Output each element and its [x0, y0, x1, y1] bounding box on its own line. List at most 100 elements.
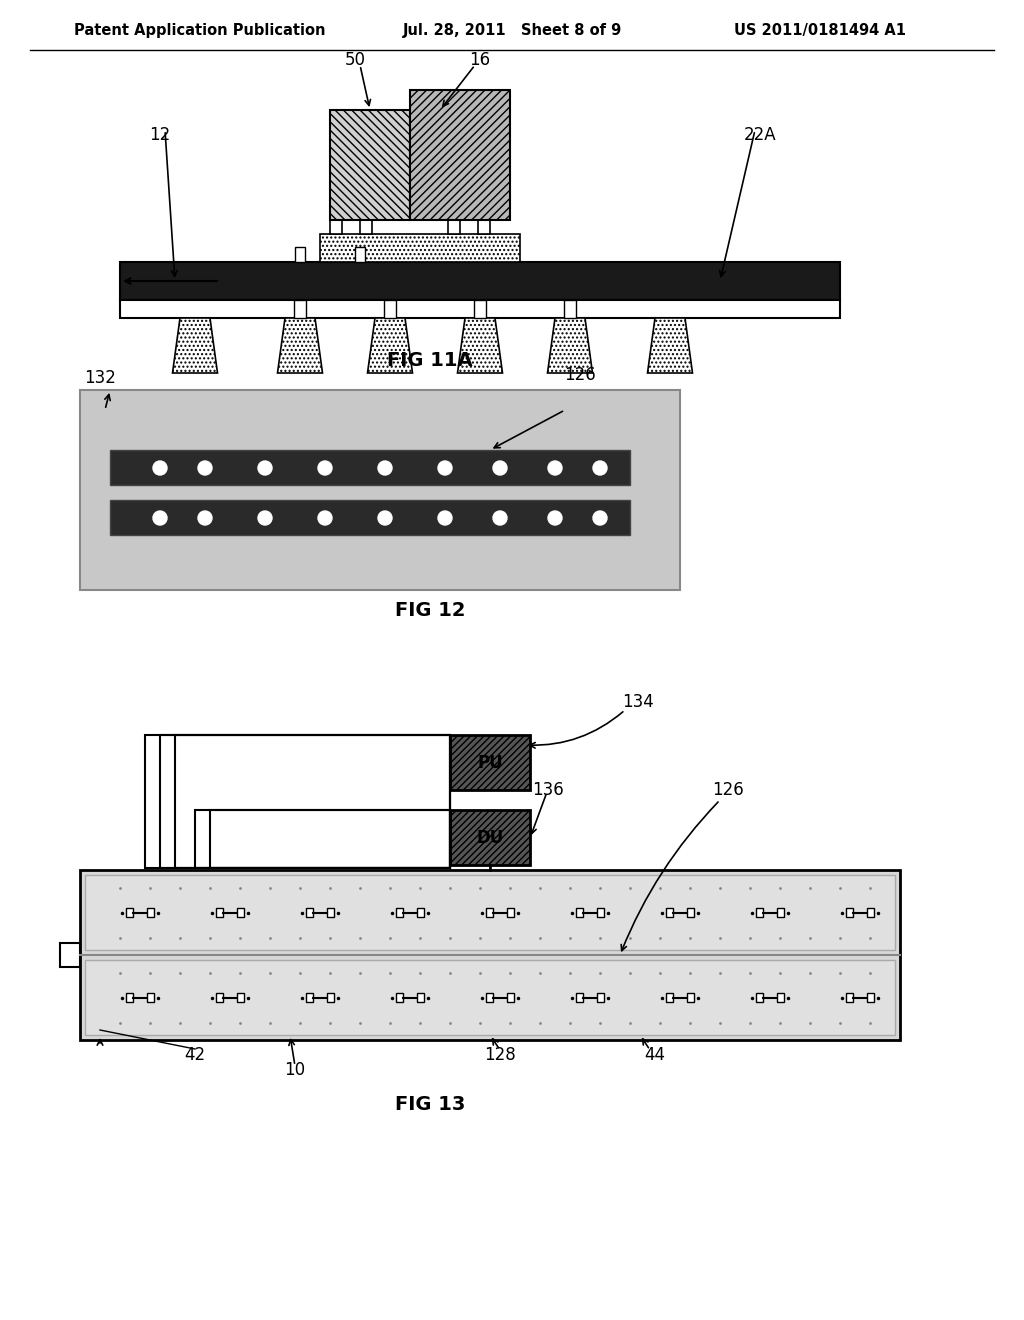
Bar — [306, 993, 313, 1002]
Text: US 2011/0181494 A1: US 2011/0181494 A1 — [734, 22, 906, 37]
Text: DU: DU — [476, 829, 504, 847]
Bar — [237, 993, 244, 1002]
Bar — [384, 300, 396, 318]
Circle shape — [198, 511, 212, 525]
Polygon shape — [278, 318, 323, 374]
Text: Patent Application Publication: Patent Application Publication — [75, 22, 326, 37]
Bar — [417, 993, 424, 1002]
Bar — [147, 908, 154, 917]
Bar — [410, 90, 510, 220]
Bar — [450, 810, 530, 865]
Text: 126: 126 — [564, 366, 596, 384]
Circle shape — [548, 511, 562, 525]
Circle shape — [258, 461, 272, 475]
Bar — [80, 389, 680, 590]
Bar — [507, 993, 514, 1002]
Bar — [360, 205, 372, 234]
Bar — [85, 960, 895, 1035]
Bar — [867, 908, 874, 917]
Bar — [597, 993, 604, 1002]
Circle shape — [493, 461, 507, 475]
Bar — [327, 993, 334, 1002]
Bar — [666, 993, 673, 1002]
Circle shape — [378, 511, 392, 525]
Circle shape — [593, 511, 607, 525]
Bar — [210, 810, 450, 869]
Bar — [450, 735, 530, 789]
Text: FIG 11A: FIG 11A — [387, 351, 473, 370]
Bar — [687, 993, 694, 1002]
Bar — [355, 247, 365, 261]
Bar — [295, 247, 305, 261]
Bar — [120, 261, 840, 300]
Bar — [449, 205, 460, 234]
Circle shape — [153, 511, 167, 525]
Circle shape — [548, 461, 562, 475]
Bar — [319, 234, 520, 261]
Bar — [396, 993, 403, 1002]
Polygon shape — [548, 318, 593, 374]
Text: 134: 134 — [623, 693, 654, 711]
Text: 128: 128 — [484, 1045, 516, 1064]
Bar — [756, 908, 763, 917]
Text: 50: 50 — [344, 51, 366, 69]
Bar — [216, 908, 223, 917]
Bar — [507, 908, 514, 917]
Bar — [486, 908, 493, 917]
Bar — [160, 735, 450, 869]
Circle shape — [258, 511, 272, 525]
Circle shape — [438, 461, 452, 475]
Polygon shape — [172, 318, 217, 374]
Text: PU: PU — [477, 754, 503, 772]
Circle shape — [438, 511, 452, 525]
Bar — [777, 908, 784, 917]
Bar — [330, 110, 410, 220]
Bar — [110, 450, 630, 484]
Bar — [396, 908, 403, 917]
Bar — [867, 993, 874, 1002]
Text: 10: 10 — [285, 1061, 305, 1078]
Text: FIG 12: FIG 12 — [394, 601, 465, 619]
Bar — [575, 908, 583, 917]
Bar — [575, 993, 583, 1002]
Text: 22A: 22A — [743, 125, 776, 144]
Circle shape — [198, 461, 212, 475]
Bar — [80, 870, 900, 1040]
Bar — [756, 993, 763, 1002]
Text: 44: 44 — [644, 1045, 666, 1064]
Text: 136: 136 — [532, 781, 564, 799]
Bar — [60, 942, 80, 968]
Bar — [85, 875, 895, 950]
Bar — [327, 908, 334, 917]
Circle shape — [493, 511, 507, 525]
Bar — [846, 908, 853, 917]
Circle shape — [378, 461, 392, 475]
Text: Jul. 28, 2011   Sheet 8 of 9: Jul. 28, 2011 Sheet 8 of 9 — [402, 22, 622, 37]
Bar — [126, 908, 133, 917]
Polygon shape — [647, 318, 692, 374]
Bar — [687, 908, 694, 917]
Bar — [777, 993, 784, 1002]
Polygon shape — [458, 318, 503, 374]
Bar — [175, 735, 450, 869]
Bar — [597, 908, 604, 917]
Bar — [417, 908, 424, 917]
Bar — [846, 993, 853, 1002]
Circle shape — [318, 511, 332, 525]
Bar — [294, 300, 306, 318]
Bar — [216, 993, 223, 1002]
Circle shape — [153, 461, 167, 475]
Bar — [195, 810, 450, 869]
Text: 42: 42 — [184, 1045, 206, 1064]
Polygon shape — [368, 318, 413, 374]
Text: FIG 13: FIG 13 — [395, 1096, 465, 1114]
Circle shape — [318, 461, 332, 475]
Bar — [110, 500, 630, 535]
Text: 16: 16 — [469, 51, 490, 69]
Text: 12: 12 — [150, 125, 171, 144]
Bar — [126, 993, 133, 1002]
Bar — [486, 993, 493, 1002]
Text: 132: 132 — [84, 370, 116, 387]
Bar — [564, 300, 575, 318]
Bar — [478, 205, 490, 234]
